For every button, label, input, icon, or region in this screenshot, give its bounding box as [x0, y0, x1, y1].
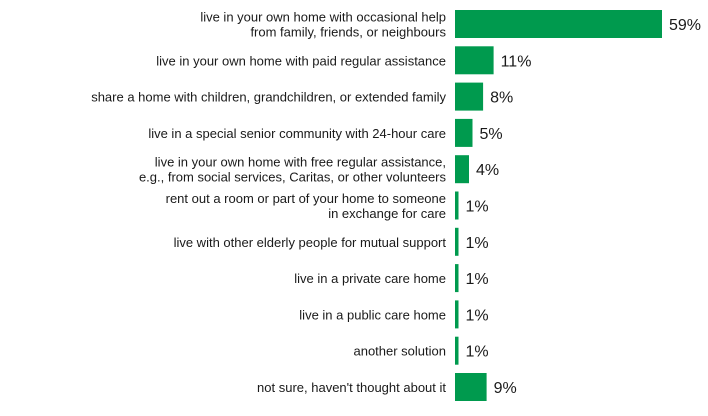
bar-3 — [455, 82, 484, 111]
category-label-line: live with other elderly people for mutua… — [174, 235, 447, 250]
category-label-4: live in a special senior community with … — [148, 126, 446, 141]
value-label-5: 4% — [476, 162, 499, 179]
bars-layer — [455, 10, 662, 401]
bar-8 — [455, 264, 459, 293]
bar-11 — [455, 373, 487, 401]
category-label-line: live in your own home with paid regular … — [156, 53, 446, 68]
bar-4 — [455, 118, 473, 147]
bar-10 — [455, 336, 459, 365]
bar-9 — [455, 300, 459, 329]
category-label-8: live in a private care home — [294, 271, 446, 286]
category-label-line: live in a special senior community with … — [148, 126, 446, 141]
value-label-2: 11% — [501, 53, 532, 70]
category-label-line: share a home with children, grandchildre… — [91, 90, 446, 105]
category-label-7: live with other elderly people for mutua… — [174, 235, 447, 250]
category-label-5: live in your own home with free regular … — [139, 155, 447, 185]
value-label-9: 1% — [466, 307, 489, 324]
value-labels-layer: 59% 11% 8% 5% 4% 1% 1% 1% 1% 1% 9% — [466, 17, 702, 397]
category-label-1: live in your own home with occasional he… — [200, 10, 446, 40]
bar-1 — [455, 10, 662, 38]
value-label-11: 9% — [494, 380, 517, 397]
category-label-6: rent out a room or part of your home to … — [166, 191, 446, 221]
bar-5 — [455, 155, 469, 184]
category-label-2: live in your own home with paid regular … — [156, 53, 446, 68]
category-label-line: live in your own home with free regular … — [155, 155, 446, 170]
bar-7 — [455, 227, 459, 256]
category-label-line: from family, friends, or neighbours — [250, 25, 446, 40]
value-label-1: 59% — [669, 17, 701, 34]
value-label-10: 1% — [466, 344, 489, 361]
bar-2 — [455, 46, 494, 75]
value-label-6: 1% — [466, 199, 489, 216]
category-label-line: live in your own home with occasional he… — [200, 10, 446, 25]
category-label-line: rent out a room or part of your home to … — [166, 191, 446, 206]
category-label-11: not sure, haven't thought about it — [257, 380, 446, 395]
category-label-line: live in a private care home — [294, 271, 446, 286]
value-label-3: 8% — [490, 90, 513, 107]
category-label-line: live in a public care home — [299, 307, 446, 322]
category-label-line: in exchange for care — [328, 206, 446, 221]
category-label-3: share a home with children, grandchildre… — [91, 90, 446, 105]
category-labels-layer: live in your own home with occasional he… — [91, 10, 446, 396]
value-label-7: 1% — [466, 235, 489, 252]
value-label-4: 5% — [480, 126, 503, 143]
value-label-8: 1% — [466, 271, 489, 288]
bar-6 — [455, 191, 459, 220]
category-label-line: another solution — [353, 344, 446, 359]
category-label-line: not sure, haven't thought about it — [257, 380, 446, 395]
category-label-10: another solution — [353, 344, 446, 359]
category-label-line: e.g., from social services, Caritas, or … — [139, 170, 447, 185]
category-label-9: live in a public care home — [299, 307, 446, 322]
